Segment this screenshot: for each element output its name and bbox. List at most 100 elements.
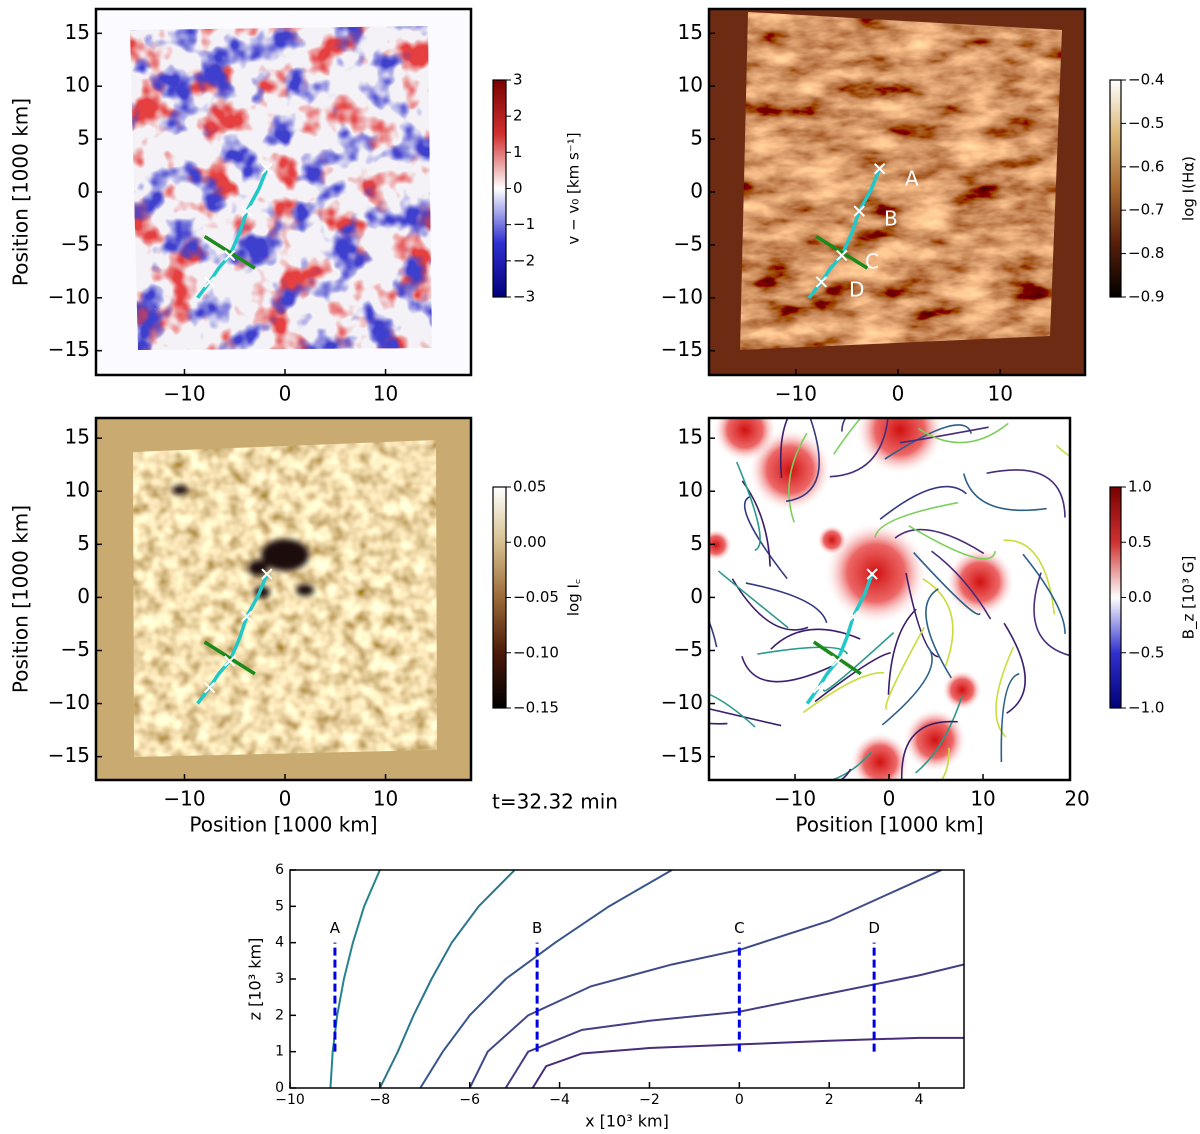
- y-tick-label: −15: [661, 337, 703, 361]
- colorbar-tick-label: −0.4: [1128, 71, 1164, 89]
- marker-label: A: [330, 919, 341, 937]
- x-tick-label: −4: [549, 1092, 570, 1108]
- colorbar-tick-label: 0.05: [513, 478, 546, 496]
- y-tick-label: −15: [48, 743, 90, 767]
- colorbar-tick-label: −1.0: [1128, 699, 1164, 717]
- x-tick-label: 10: [373, 787, 398, 811]
- image-bz: [626, 302, 1130, 813]
- y-tick-label: −10: [48, 284, 90, 308]
- image-velocity: [96, 9, 471, 375]
- colorbar-label: v − v₀ [km s⁻¹]: [565, 132, 583, 244]
- x-tick-label: −2: [639, 1092, 660, 1108]
- x-tick-label: −8: [370, 1092, 391, 1108]
- field-line: [380, 870, 515, 1088]
- marker-label: C: [734, 919, 744, 937]
- y-tick-label: −15: [48, 337, 90, 361]
- y-tick-label: 15: [65, 425, 90, 449]
- y-tick-label: 5: [77, 531, 90, 555]
- colorbar-tick-label: −0.10: [513, 643, 559, 661]
- colorbar-tick-label: −0.7: [1128, 201, 1164, 219]
- y-axis-label: z [10³ km]: [246, 938, 265, 1021]
- field-line: [330, 870, 379, 1088]
- x-tick-label: 0: [279, 382, 292, 406]
- x-tick-label: −6: [459, 1092, 480, 1108]
- colorbar-tick-label: 1.0: [1128, 478, 1152, 496]
- x-axis-label: x [10³ km]: [585, 1112, 669, 1131]
- x-tick-label: 0: [735, 1092, 744, 1108]
- marker-label: D: [868, 919, 880, 937]
- y-tick-label: −5: [674, 637, 703, 661]
- colorbar-tick-label: −0.9: [1128, 288, 1164, 306]
- colorbar-tick-label: 3: [513, 71, 523, 89]
- marker-label: B: [532, 919, 542, 937]
- colorbar-tick-label: 0.5: [1128, 533, 1152, 551]
- y-tick-label: 10: [678, 73, 703, 97]
- colorbar-tick-label: 0.00: [513, 533, 546, 551]
- y-tick-label: 5: [77, 126, 90, 150]
- y-tick-label: 0: [690, 179, 703, 203]
- y-tick-label: 15: [678, 20, 703, 44]
- y-tick-label: −10: [661, 284, 703, 308]
- y-tick-label: 10: [65, 73, 90, 97]
- field-line: [470, 870, 942, 1088]
- colorbar-label: B_z [10³ G]: [1180, 556, 1199, 640]
- y-tick-label: 5: [690, 126, 703, 150]
- y-tick-label: 15: [678, 425, 703, 449]
- y-tick-label: 0: [77, 584, 90, 608]
- image-halpha: [709, 9, 1085, 375]
- x-tick-label: 2: [825, 1092, 834, 1108]
- x-tick-label: 0: [892, 382, 905, 406]
- field-line-decor: [626, 535, 673, 612]
- figure: t=32.32 min −10010−15−10−5051015Position…: [0, 0, 1200, 1134]
- point-label: D: [849, 278, 864, 302]
- point-label: A: [905, 167, 919, 191]
- x-tick-label: 20: [1064, 787, 1089, 811]
- x-tick-label: −10: [163, 787, 205, 811]
- image-continuum: [96, 418, 471, 780]
- y-tick-label: 10: [65, 478, 90, 502]
- y-tick-label: −5: [674, 231, 703, 255]
- x-tick-label: 0: [883, 787, 896, 811]
- x-tick-label: 4: [915, 1092, 924, 1108]
- field-line: [533, 1038, 964, 1088]
- y-axis-label: Position [1000 km]: [9, 98, 33, 286]
- y-tick-label: 0: [275, 1080, 284, 1096]
- y-tick-label: −10: [48, 690, 90, 714]
- x-tick-label: 10: [987, 382, 1012, 406]
- colorbar-tick-label: −0.5: [1128, 114, 1164, 132]
- colorbar-tick-label: −2: [513, 251, 535, 269]
- field-line-decor: [637, 561, 694, 632]
- y-tick-label: 4: [275, 935, 284, 951]
- x-tick-label: 10: [373, 382, 398, 406]
- x-tick-label: −10: [775, 382, 817, 406]
- x-tick-label: −10: [774, 787, 816, 811]
- time-label: t=32.32 min: [492, 790, 618, 814]
- colorbar-label: log I꜀: [565, 579, 583, 616]
- field-line: [506, 964, 964, 1088]
- x-axis-label: Position [1000 km]: [189, 813, 377, 837]
- colorbar-tick-label: −1: [513, 215, 535, 233]
- y-tick-label: −5: [61, 231, 90, 255]
- colorbar-label: log I(Hα): [1180, 156, 1198, 221]
- colorbar: [1110, 80, 1121, 297]
- colorbar-tick-label: −0.8: [1128, 244, 1164, 262]
- colorbar-tick-label: −0.15: [513, 699, 559, 717]
- field-line: [420, 870, 672, 1088]
- point-label: C: [865, 250, 879, 274]
- y-tick-label: 3: [275, 971, 284, 987]
- colorbar-tick-label: −0.5: [1128, 643, 1164, 661]
- y-tick-label: 1: [275, 1044, 284, 1060]
- colorbar-tick-label: −3: [513, 288, 535, 306]
- point-label: B: [884, 207, 898, 231]
- x-tick-label: 10: [970, 787, 995, 811]
- y-tick-label: 5: [690, 531, 703, 555]
- colorbar-tick-label: −0.6: [1128, 157, 1164, 175]
- x-tick-label: −10: [163, 382, 205, 406]
- colorbar: [1110, 487, 1121, 708]
- y-tick-label: 10: [678, 478, 703, 502]
- x-axis-label: Position [1000 km]: [795, 813, 983, 837]
- plot-frame: [290, 870, 964, 1088]
- colorbar-tick-label: −0.05: [513, 588, 559, 606]
- y-tick-label: 0: [690, 584, 703, 608]
- y-axis-label: Position [1000 km]: [9, 505, 33, 693]
